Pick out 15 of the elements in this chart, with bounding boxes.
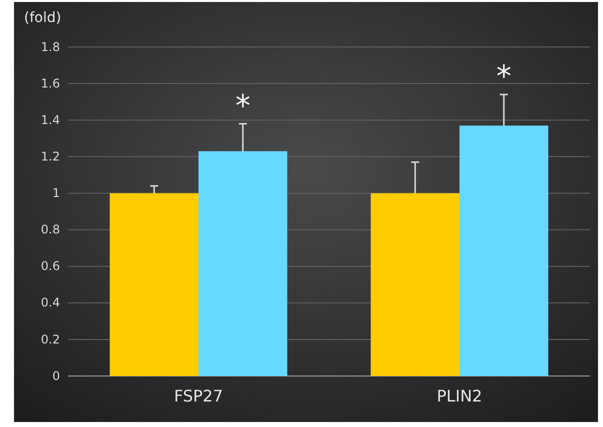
x-tick-label: PLIN2 bbox=[436, 386, 482, 406]
y-axis-title: (fold) bbox=[24, 10, 62, 26]
x-tick-label: FSP27 bbox=[174, 386, 224, 406]
annotation: * bbox=[235, 88, 250, 124]
y-tick-label: 1.2 bbox=[40, 150, 60, 164]
y-tick-label: 0.2 bbox=[40, 332, 60, 346]
y-tick-label: 0.8 bbox=[40, 222, 60, 237]
y-tick-label: 1 bbox=[52, 186, 60, 200]
annotation: * bbox=[496, 60, 512, 95]
y-tick-label: 1.8 bbox=[40, 40, 60, 54]
y-tick-label: 0.6 bbox=[40, 259, 60, 274]
y-tick-label: 0 bbox=[52, 368, 60, 383]
y-tick-label: 0.4 bbox=[40, 296, 60, 310]
y-tick-label: 1.6 bbox=[40, 76, 60, 90]
y-tick-label: 1.4 bbox=[40, 112, 60, 127]
